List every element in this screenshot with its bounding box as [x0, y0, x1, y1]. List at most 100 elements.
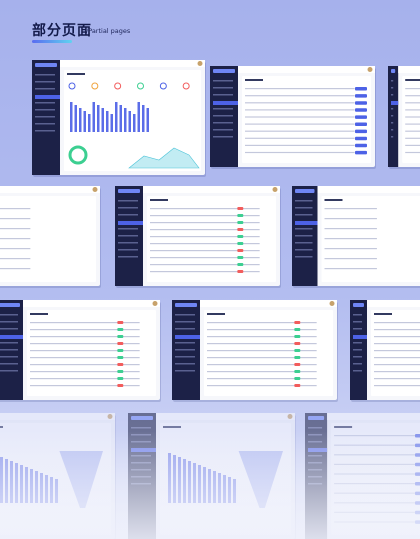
- screenshot: [115, 186, 281, 288]
- row-line: [245, 130, 355, 132]
- menu-item: [353, 321, 362, 323]
- content-card: [27, 310, 156, 396]
- stat-icon: [91, 82, 99, 90]
- bar: [115, 102, 118, 132]
- menu-item: [0, 356, 18, 358]
- logo: [175, 303, 197, 307]
- menu-item: [391, 108, 394, 110]
- page-subtitle: /Partial pages: [86, 27, 131, 35]
- topbar: [23, 300, 160, 307]
- row-line: [207, 329, 317, 331]
- menu-item: [175, 314, 195, 316]
- topbar: [0, 413, 115, 420]
- row-line: [0, 238, 31, 240]
- menu-item: [35, 88, 55, 90]
- stat-icon: [182, 82, 190, 90]
- menu-item: [213, 87, 233, 89]
- area: [128, 147, 200, 169]
- status-tag: [117, 342, 124, 345]
- status-tag: [294, 321, 301, 324]
- bar: [106, 111, 109, 132]
- page-heading: [207, 313, 225, 315]
- content-card: [147, 196, 276, 282]
- menu-item: [213, 108, 233, 110]
- row-line: [150, 236, 260, 238]
- row-line: [207, 385, 317, 387]
- logo: [118, 189, 140, 193]
- action-button: [355, 108, 367, 112]
- screenshot: [0, 300, 161, 402]
- row-line: [150, 250, 260, 252]
- screenshot: [172, 300, 338, 402]
- content-card: [402, 76, 420, 163]
- logo: [213, 69, 235, 73]
- row-line: [207, 343, 317, 345]
- bar: [128, 111, 131, 132]
- bar: [83, 111, 86, 132]
- row-line: [374, 364, 420, 366]
- screenshot: [388, 66, 420, 169]
- screenshot: [292, 186, 420, 288]
- menu-item: [118, 207, 138, 209]
- menu-item: [295, 228, 313, 230]
- row-line: [207, 322, 317, 324]
- bar: [124, 108, 127, 132]
- page-heading: [334, 426, 353, 428]
- row-line: [207, 336, 317, 338]
- row-line: [150, 222, 260, 224]
- avatar: [152, 301, 158, 306]
- content-card: [204, 310, 333, 396]
- row-line: [245, 151, 355, 154]
- menu-item: [0, 335, 23, 339]
- bar: [119, 105, 122, 132]
- stat-icon: [137, 82, 144, 90]
- row-line: [30, 371, 140, 373]
- page-heading: [30, 313, 48, 315]
- bar: [137, 102, 140, 132]
- screenshot: [210, 66, 376, 169]
- menu-item: [213, 129, 233, 131]
- bar: [70, 102, 73, 132]
- menu-item: [391, 136, 394, 138]
- status-tag: [294, 377, 301, 380]
- menu-item: [391, 129, 394, 131]
- status-tag: [117, 356, 124, 359]
- menu-item: [0, 363, 18, 365]
- status-tag: [294, 342, 301, 345]
- topbar: [60, 60, 205, 67]
- menu-item: [0, 321, 18, 323]
- row-line: [405, 116, 420, 118]
- row-line: [0, 258, 31, 260]
- fade-overlay: [0, 430, 420, 539]
- status-tag: [237, 207, 244, 210]
- menu-item: [213, 122, 233, 124]
- status-tag: [117, 335, 124, 338]
- donut: [68, 145, 88, 165]
- screenshot: [0, 186, 101, 288]
- row-line: [374, 378, 420, 380]
- row-line: [405, 144, 420, 146]
- topbar: [317, 186, 420, 193]
- row-line: [0, 228, 31, 230]
- row-line: [30, 350, 140, 352]
- topbar: [398, 66, 420, 73]
- topbar: [367, 300, 420, 307]
- row-line: [374, 322, 420, 324]
- menu-item: [308, 427, 323, 429]
- logo: [308, 416, 325, 420]
- content-card: [242, 76, 371, 163]
- status-tag: [237, 256, 244, 259]
- menu-item: [295, 242, 313, 244]
- bar: [110, 114, 113, 132]
- row-line: [207, 357, 317, 359]
- row-line: [0, 268, 31, 270]
- menu-item: [118, 242, 138, 244]
- menu-item: [118, 221, 143, 225]
- stat-icon: [159, 82, 167, 90]
- topbar: [143, 186, 280, 193]
- status-tag: [294, 335, 301, 338]
- row-line: [324, 238, 377, 240]
- row-line: [245, 95, 355, 97]
- page-title: 部分页面: [32, 23, 92, 39]
- row-line: [324, 258, 377, 260]
